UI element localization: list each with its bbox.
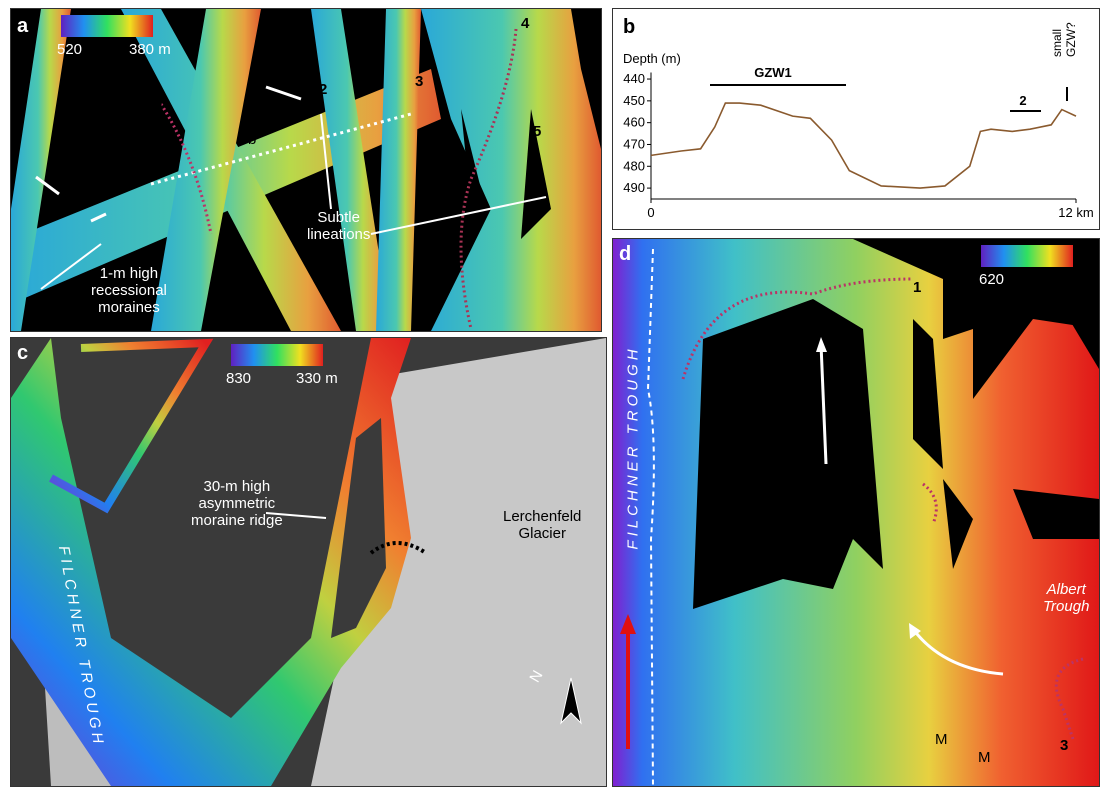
text: Lerchenfeld [503,508,581,525]
text: moraines [91,299,167,316]
colorbar-label: 380 m [129,41,171,58]
y-tick-label: 460 [623,115,645,130]
text: lineations [307,226,370,243]
chart: b Depth (m) GZW1 2 small GZW? 440 450 460 4… [613,9,1099,229]
marker: 3 [1060,737,1068,754]
marker: 2 [951,497,959,514]
y-tick-label: 490 [623,180,645,195]
x-tick-label: 12 km [1058,205,1093,220]
x-tick-label: 0 [647,205,654,220]
map-d [613,239,1099,786]
page: a 520 380 m 1 2 3 4 5 b Subtlelineations… [0,0,1103,788]
panel-d: d 620 350 m 1 2 3 FILCHNER TROUGH Albert… [612,238,1100,787]
text: moraine ridge [191,512,283,529]
marker: 1 [156,95,164,112]
panel-letter: b [623,16,635,38]
text: Glacier [503,525,581,542]
colorbar-label: 620 [979,271,1004,288]
y-tick-label: 470 [623,136,645,151]
profile-label: b [248,131,256,148]
text: 1-m high [91,265,167,282]
panel-letter: a [17,15,28,38]
y-tick-label: 450 [623,93,645,108]
text: Trough [1043,598,1089,615]
marker: 2 [319,81,327,98]
colorbar-label: 330 m [296,370,338,387]
annotation: GZW1 [754,65,792,80]
annotation: 2 [1019,93,1026,108]
marker: 1 [913,279,921,296]
colorbar-label: 350 m [1046,271,1088,288]
profile-line [651,103,1076,188]
panel-letter: d [619,243,631,266]
annotation: M [935,731,948,748]
text: Subtle [307,209,370,226]
annotation: GZW? [1064,22,1078,57]
y-axis-label: Depth (m) [623,51,681,66]
text: Albert [1043,581,1089,598]
panel-letter: c [17,342,28,365]
y-tick-label: 440 [623,71,645,86]
marker: 3 [415,73,423,90]
marker: 4 [521,15,529,32]
annotation: small [1050,29,1064,57]
colorbar-label: 520 [57,41,82,58]
marker: 5 [533,123,541,140]
text: recessional [91,282,167,299]
panel-b: b Depth (m) GZW1 2 small GZW? 440 450 460 4… [612,8,1100,230]
y-tick-label: 480 [623,158,645,173]
colorbar-label: 830 [226,370,251,387]
annotation: M [978,749,991,766]
text: 30-m high [191,478,283,495]
annotation: FILCHNER TROUGH [625,318,642,578]
text: asymmetric [191,495,283,512]
